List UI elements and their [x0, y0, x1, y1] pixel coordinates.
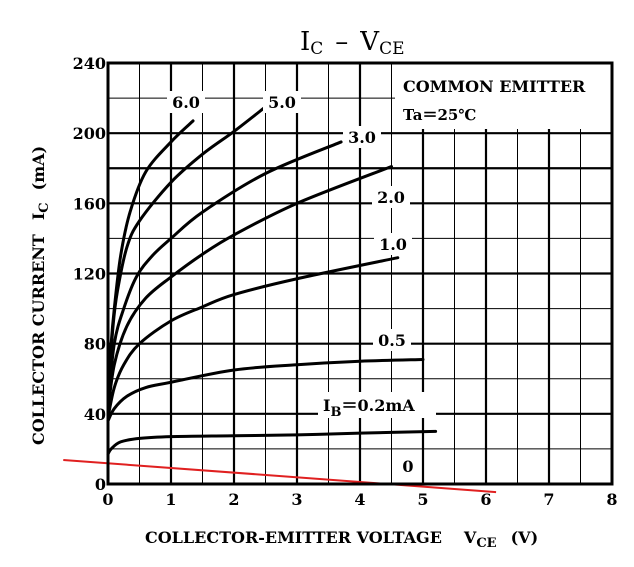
legend-box: COMMON EMITTER Ta＝25℃: [395, 63, 612, 129]
y-axis-label: COLLECTOR CURRENTIC(mA): [29, 146, 52, 445]
y-tick-label: 240: [73, 54, 106, 73]
label-bg: [167, 91, 205, 113]
curve-ib-2.0: [106, 164, 393, 412]
x-tick-label: 4: [354, 490, 365, 509]
curve-ib-1.0: [106, 256, 400, 419]
legend-line-1: COMMON EMITTER: [403, 77, 586, 96]
x-tick-label: 8: [606, 490, 617, 509]
x-tick-label: 6: [480, 490, 491, 509]
curve-ib-0.5: [106, 357, 425, 423]
curve-label-ib-1.0: 1.0: [379, 235, 407, 254]
curve-labels: 6.0 5.0 3.0 2.0 1.0 0.5 IB＝0.2mA 0: [167, 91, 436, 477]
y-tick-label: 120: [73, 265, 106, 284]
curve-ib-3.0: [106, 140, 343, 407]
y-tick-label: 160: [73, 194, 106, 213]
chart-title: IC – VCE: [300, 27, 405, 59]
label-bg: [263, 91, 301, 113]
label-bg: [373, 329, 411, 351]
red-annotation-line: [63, 458, 497, 494]
curve-ib-5.0: [106, 105, 267, 398]
x-tick-label: 0: [102, 490, 113, 509]
x-axis-label: COLLECTOR-EMITTER VOLTAGE VCE (V): [145, 528, 538, 551]
x-tick-label: 5: [417, 490, 428, 509]
legend-line-2: Ta＝25℃: [403, 106, 476, 124]
plot-frame: [106, 61, 614, 486]
y-tick-label: 80: [84, 335, 106, 354]
label-bg: [372, 186, 410, 208]
legend-box-bg: [395, 63, 612, 129]
x-tick-label: 7: [543, 490, 554, 509]
curve-label-ib-2.0: 2.0: [377, 188, 405, 207]
y-tick-label: 40: [84, 405, 106, 424]
curve-label-ib-6.0: 6.0: [172, 93, 200, 112]
curve-label-ib-0.5: 0.5: [378, 331, 406, 350]
curves: [63, 105, 497, 494]
x-tick-label: 1: [165, 490, 176, 509]
y-tick-label: 0: [95, 475, 106, 494]
curve-label-ib-0: 0: [402, 457, 413, 476]
x-tick-label: 2: [228, 490, 239, 509]
curve-ib-0.2: [106, 429, 438, 456]
label-bg: [318, 392, 436, 418]
curve-label-ib-0.2: IB＝0.2mA: [323, 396, 415, 420]
label-bg: [374, 233, 412, 255]
curve-label-ib-5.0: 5.0: [268, 93, 296, 112]
label-bg: [399, 455, 417, 477]
y-tick-label: 200: [73, 124, 106, 143]
label-bg: [343, 126, 381, 148]
curve-label-ib-3.0: 3.0: [348, 128, 376, 147]
x-tick-label: 3: [291, 490, 302, 509]
